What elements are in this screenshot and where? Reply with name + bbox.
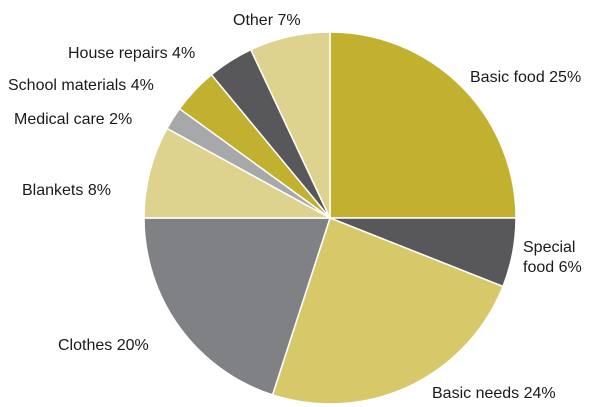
pie-slice-label-1: Special food 6% — [523, 239, 582, 276]
pie-slice-4 — [143, 127, 331, 219]
pie-slice-2 — [271, 217, 504, 405]
pie-slice-8 — [249, 31, 331, 219]
pie-slice-label-0: Basic food 25% — [470, 69, 581, 86]
pie-slice-label-6: School materials 4% — [8, 77, 154, 94]
pie-slice-label-3: Clothes 20% — [58, 337, 149, 354]
pie-slice-label-2: Basic needs 24% — [432, 385, 556, 402]
slices-layer — [143, 31, 517, 405]
pie-slice-label-4: Blankets 8% — [22, 182, 111, 199]
pie-slice-0 — [329, 31, 517, 219]
pie-slice-label-7: House repairs 4% — [68, 45, 195, 62]
labels-layer: Basic food 25% Special food 6% Basic needs … — [8, 12, 582, 402]
pie-slice-label-8: Other 7% — [233, 12, 301, 29]
pie-slice-3 — [143, 217, 332, 396]
pie-slice-label-5: Medical care 2% — [14, 111, 132, 128]
